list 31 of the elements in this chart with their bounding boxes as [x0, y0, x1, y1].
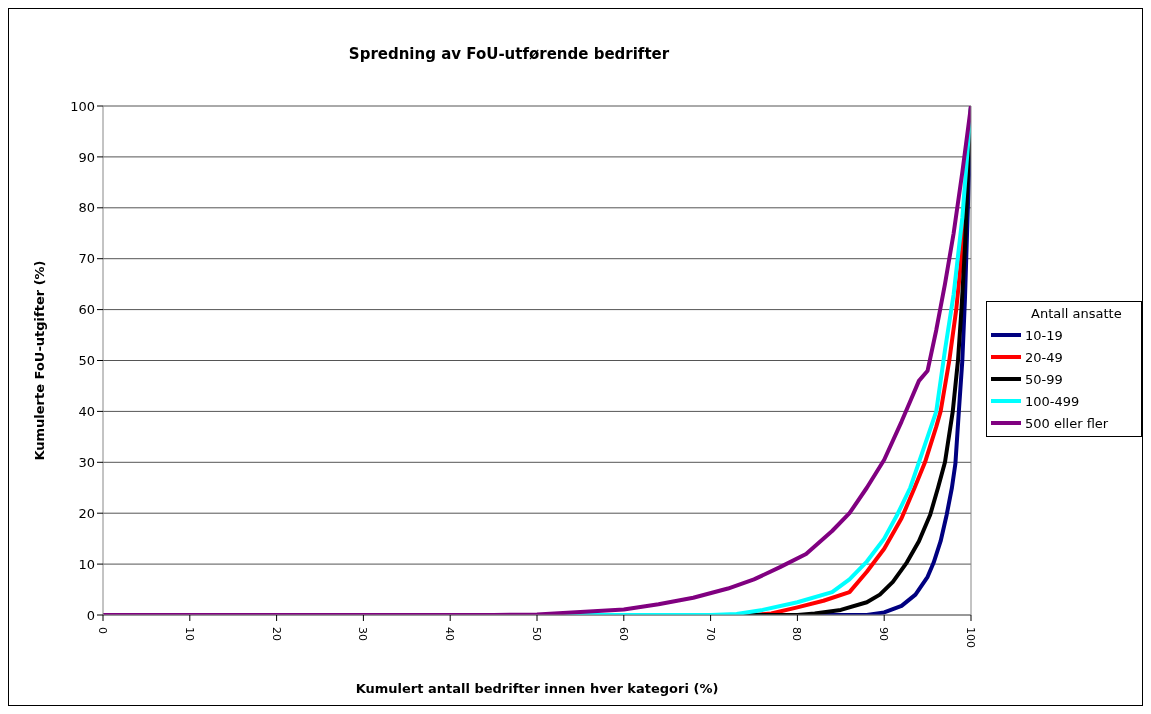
y-tick-label: 50 — [78, 353, 95, 369]
legend-title: Antall ansatte — [1030, 306, 1123, 321]
x-tick-label: 40 — [443, 627, 457, 641]
legend-label: 500 eller fler — [1025, 415, 1109, 431]
y-tick-label: 0 — [86, 607, 95, 623]
y-tick-label: 30 — [78, 454, 95, 470]
x-tick-label: 0 — [96, 627, 109, 634]
x-tick-label: 80 — [790, 627, 804, 641]
y-tick-label: 90 — [78, 149, 95, 165]
y-tick-label: 100 — [70, 98, 95, 114]
legend-label: 100-499 — [1025, 393, 1080, 409]
x-tick-label: 10 — [182, 627, 196, 641]
y-tick-label: 20 — [78, 505, 95, 521]
x-tick-label: 100 — [964, 627, 977, 648]
y-tick-label: 60 — [78, 302, 95, 318]
legend-label: 20-49 — [1025, 349, 1063, 365]
x-axis-title: Kumulert antall bedrifter innen hver kategori (%) — [355, 681, 719, 696]
x-tick-label: 30 — [356, 627, 370, 641]
y-tick-label: 10 — [78, 556, 95, 572]
y-tick-label: 70 — [78, 251, 95, 267]
y-tick-label: 40 — [78, 404, 95, 420]
y-tick-label: 80 — [78, 200, 95, 216]
x-tick-label: 60 — [616, 627, 630, 641]
x-tick-label: 70 — [703, 627, 717, 641]
y-axis-title: Kumulerte FoU-utgifter (%) — [31, 260, 47, 461]
x-tick-label: 50 — [530, 627, 543, 641]
x-tick-label: 20 — [269, 627, 283, 641]
legend-label: 10-19 — [1025, 327, 1063, 343]
chart-title: Spredning av FoU-utførende bedrifter — [347, 45, 671, 63]
x-tick-label: 90 — [877, 627, 891, 641]
legend-label: 50-99 — [1025, 371, 1063, 387]
